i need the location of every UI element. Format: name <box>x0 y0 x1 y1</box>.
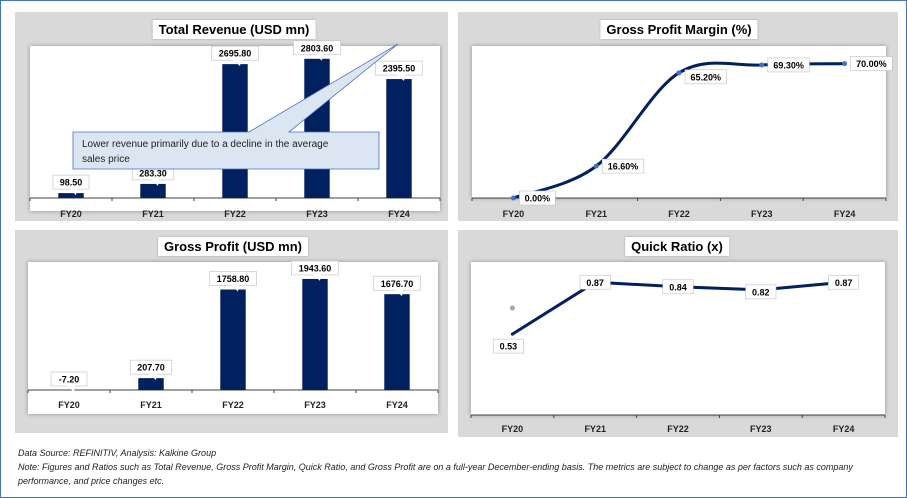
x-tick-label-fy23: FY23 <box>304 400 326 410</box>
x-tick-label-fy24: FY24 <box>833 424 855 434</box>
x-tick-label-fy22: FY22 <box>668 209 690 219</box>
quick-ratio-chart: FY20 FY21 FY22 FY23 FY24 0.53 0.87 0.84 0.82 0.87 <box>470 262 886 434</box>
plot-area <box>472 46 886 198</box>
x-tick-label-fy21: FY21 <box>584 424 606 434</box>
data-label-fy20-text: 98.50 <box>60 178 83 188</box>
bar-fy20 <box>58 193 84 198</box>
data-label-fy22: 1758.80 <box>209 271 257 292</box>
data-label-fy23-text: 0.82 <box>752 287 770 297</box>
bar-fy21 <box>140 183 166 198</box>
data-label-fy21-text: 283.30 <box>139 169 167 179</box>
x-tick-label-fy20: FY20 <box>60 209 82 219</box>
data-label-fy23: 69.30% <box>767 57 810 73</box>
x-tick-label-fy22: FY22 <box>224 209 246 219</box>
data-label-fy20: 0.00% <box>519 190 556 206</box>
revenue-chart: FY20 FY21 FY22 FY23 FY24 98.50 283.30 2695.80 28… <box>29 40 441 219</box>
x-tick-label-fy24: FY24 <box>386 400 408 410</box>
quick-ratio-chart-title: Quick Ratio (x) <box>625 237 729 256</box>
data-label-fy24-text: 1676.70 <box>381 279 414 289</box>
data-label-fy23: 0.82 <box>745 284 777 300</box>
gross-profit-chart-title: Gross Profit (USD mn) <box>158 237 308 256</box>
x-tick-label-fy21: FY21 <box>585 209 607 219</box>
x-tick-label-fy23: FY23 <box>750 424 772 434</box>
data-label-fy22: 2695.80 <box>211 45 259 67</box>
data-label-fy20: 0.53 <box>492 338 524 354</box>
data-label-fy21: 16.60% <box>601 158 645 174</box>
bar-fy21 <box>138 378 164 390</box>
x-tick-label-fy21: FY21 <box>140 400 162 410</box>
data-label-fy24: 2395.50 <box>375 60 423 82</box>
bar-fy24 <box>384 294 410 390</box>
data-label-fy23-text: 2803.60 <box>301 43 334 53</box>
x-tick-label-fy20: FY20 <box>58 400 80 410</box>
data-label-fy21: 207.70 <box>129 359 173 381</box>
data-label-fy24-text: 2395.50 <box>383 64 416 74</box>
data-label-fy21-text: 0.87 <box>586 278 604 288</box>
x-tick-label-fy20: FY20 <box>503 209 525 219</box>
annotation-callout: Lower revenue primarily due to a decline… <box>72 43 399 170</box>
data-point-fy24 <box>842 61 848 67</box>
x-tick-label-fy24: FY24 <box>834 209 856 219</box>
data-label-fy21: 0.87 <box>579 274 611 290</box>
data-label-fy22: 65.20% <box>684 69 727 85</box>
x-tick-label-fy20: FY20 <box>502 424 524 434</box>
data-label-fy21: 283.30 <box>131 165 175 186</box>
bar-fy23 <box>304 58 330 198</box>
x-tick-label-fy22: FY22 <box>667 424 689 434</box>
annotation-text-line-2: sales price <box>82 154 130 165</box>
data-label-fy20-text: 0.53 <box>500 342 518 352</box>
gpm-chart: FY20 FY21 FY22 FY23 FY24 0.00% 16.60% 65.20% 69.… <box>471 46 893 219</box>
bar-fy23 <box>302 278 328 390</box>
data-label-fy20: -7.20 <box>50 371 88 392</box>
revenue-chart-title: Total Revenue (USD mn) <box>152 20 316 39</box>
data-label-fy24-text: 0.87 <box>835 278 853 288</box>
data-label-fy24-text: 70.00% <box>856 59 887 69</box>
data-label-fy23-text: 69.30% <box>773 61 804 71</box>
gpm-chart-title: Gross Profit Margin (%) <box>600 20 758 39</box>
data-point-fy23 <box>759 62 765 68</box>
data-point-fy20 <box>510 195 516 201</box>
annotation-text-line-1: Lower revenue primarily due to a decline… <box>82 139 329 150</box>
data-label-fy23: 2803.60 <box>293 40 341 61</box>
x-tick-label-fy23: FY23 <box>751 209 773 219</box>
x-tick-label-fy22: FY22 <box>222 400 244 410</box>
data-label-fy22: 0.84 <box>662 279 694 295</box>
data-label-fy22-text: 0.84 <box>669 282 687 292</box>
footer-source: Data Source: REFINITIV, Analysis: Kalkin… <box>18 448 217 458</box>
data-label-fy23-text: 1943.60 <box>299 264 332 274</box>
data-point-fy20 <box>510 332 514 336</box>
x-tick-label-fy24: FY24 <box>388 209 410 219</box>
data-point-fy22 <box>676 70 682 76</box>
data-label-fy20-text: 0.00% <box>525 194 551 204</box>
bar-fy22 <box>220 289 246 390</box>
bar-fy22 <box>222 64 248 198</box>
data-label-fy20: 98.50 <box>52 174 90 196</box>
data-label-fy22-text: 2695.80 <box>219 49 252 59</box>
x-tick-label-fy21: FY21 <box>142 209 164 219</box>
x-tick-label-fy23: FY23 <box>306 209 328 219</box>
data-label-fy24: 0.87 <box>828 274 860 290</box>
stray-marker <box>509 305 515 311</box>
data-label-fy24: 70.00% <box>850 56 893 71</box>
data-label-fy23: 1943.60 <box>291 260 339 281</box>
bar-fy24 <box>386 79 412 198</box>
footer-note: Note: Figures and Ratios such as Total R… <box>18 462 853 486</box>
data-label-fy20-text: -7.20 <box>59 375 80 385</box>
data-label-fy21-text: 207.70 <box>137 363 165 373</box>
data-label-fy22-text: 1758.80 <box>217 274 250 284</box>
data-label-fy21-text: 16.60% <box>608 162 639 172</box>
gross-profit-chart: FY20 FY21 FY22 FY23 FY24 -7.20 207.70 1758.80 19… <box>27 260 439 414</box>
data-label-fy22-text: 65.20% <box>691 72 722 82</box>
data-label-fy24: 1676.70 <box>373 275 421 297</box>
data-point-fy21 <box>593 163 599 169</box>
